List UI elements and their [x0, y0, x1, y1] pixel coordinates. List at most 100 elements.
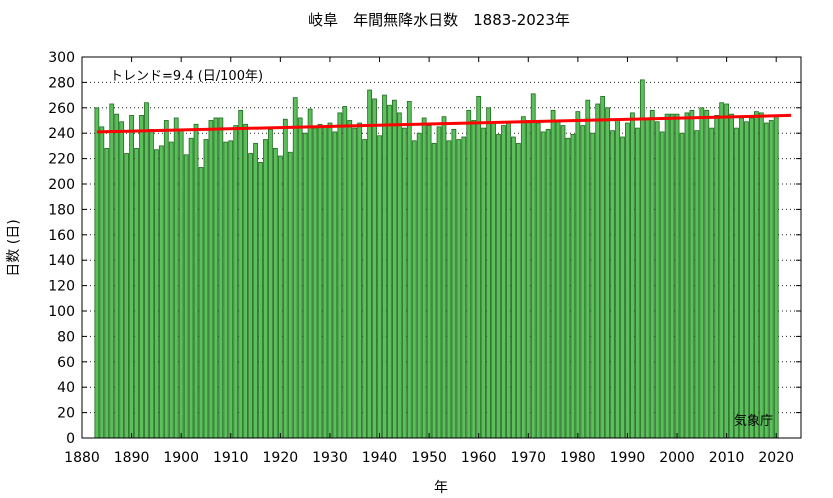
y-tick-label: 100: [48, 304, 75, 320]
bar: [476, 95, 482, 439]
y-tick-label: 260: [48, 101, 75, 117]
bar: [446, 140, 452, 439]
x-tick-label: 2000: [659, 450, 695, 466]
bar: [684, 112, 690, 439]
bar: [218, 117, 224, 439]
bar: [392, 99, 397, 439]
bar: [193, 123, 199, 439]
bar: [382, 94, 387, 439]
bar: [570, 134, 576, 439]
y-tick-label: 300: [48, 50, 75, 66]
bar: [277, 155, 283, 439]
y-tick-label: 120: [48, 279, 75, 295]
bar: [540, 131, 546, 439]
x-tick-label: 1960: [461, 450, 497, 466]
bar: [773, 115, 779, 439]
x-tick-label: 2010: [709, 450, 745, 466]
bar: [491, 122, 496, 439]
bar: [615, 118, 620, 439]
bar: [178, 130, 184, 439]
bar: [565, 137, 571, 439]
bar: [431, 142, 437, 439]
y-tick-label: 200: [48, 177, 75, 193]
bar: [347, 120, 353, 439]
bar: [501, 125, 506, 439]
bar: [396, 112, 402, 439]
bar: [486, 107, 491, 439]
bar: [119, 121, 125, 439]
bar: [555, 120, 561, 439]
bar: [610, 130, 615, 439]
bar: [238, 109, 244, 439]
bar: [739, 117, 744, 439]
bar: [337, 112, 343, 439]
bar: [144, 102, 149, 439]
bar: [719, 102, 725, 439]
bar: [649, 109, 655, 439]
bar: [481, 127, 487, 439]
x-axis-title: 年: [434, 480, 448, 496]
bar: [724, 103, 730, 439]
x-tick-label: 1930: [312, 450, 348, 466]
credit-label: 気象庁: [734, 413, 773, 429]
bar: [416, 132, 422, 439]
bar: [352, 127, 358, 439]
bar: [674, 113, 680, 439]
bar: [689, 109, 695, 439]
y-tick-label: 60: [57, 355, 75, 371]
bar: [679, 132, 685, 439]
bar: [99, 126, 105, 439]
bar: [168, 141, 174, 439]
bar: [709, 127, 715, 439]
bar: [307, 108, 313, 439]
bar: [471, 120, 477, 439]
bar: [753, 111, 759, 439]
y-tick-label: 220: [48, 152, 75, 168]
bar: [263, 139, 268, 439]
bar: [268, 128, 273, 439]
bar: [163, 120, 169, 439]
x-axis: 1880 1890 1900 1910 1920 1930 1940 1950 1960 1970…: [64, 57, 794, 466]
bar: [550, 109, 556, 439]
bar: [575, 111, 581, 439]
bar: [669, 113, 675, 439]
bar: [411, 140, 417, 439]
bar: [560, 125, 566, 439]
bar: [208, 120, 214, 439]
bar: [639, 79, 645, 439]
bar: [744, 121, 749, 439]
bar: [173, 117, 179, 439]
bar: [367, 89, 372, 439]
x-tick-label: 1900: [163, 450, 199, 466]
bar: [511, 136, 516, 439]
bar: [134, 148, 139, 439]
y-tick-label: 40: [57, 380, 75, 396]
x-tick-label: 1920: [263, 450, 299, 466]
bar: [327, 122, 333, 439]
bar: [704, 109, 710, 439]
bar: [699, 107, 705, 439]
bar: [466, 109, 472, 439]
bar: [387, 104, 392, 439]
bar: [694, 130, 700, 439]
bar: [198, 167, 204, 439]
bar: [714, 115, 720, 439]
bar: [158, 145, 164, 439]
x-tick-label: 1940: [362, 450, 398, 466]
bar: [496, 134, 501, 439]
bar: [729, 113, 734, 439]
x-tick-label: 1980: [560, 450, 596, 466]
x-tick-label: 1990: [610, 450, 646, 466]
plot-frame: [81, 56, 802, 439]
bar: [292, 97, 298, 439]
bar: [203, 139, 209, 439]
trend-label: トレンド=9.4 (日/100年): [110, 69, 263, 84]
y-tick-label: 280: [48, 75, 75, 91]
bar: [520, 116, 526, 439]
bar: [183, 154, 189, 439]
bar: [590, 132, 596, 439]
bar: [109, 103, 115, 439]
bar: [545, 128, 551, 439]
bar: [377, 135, 382, 439]
bar: [248, 153, 253, 439]
